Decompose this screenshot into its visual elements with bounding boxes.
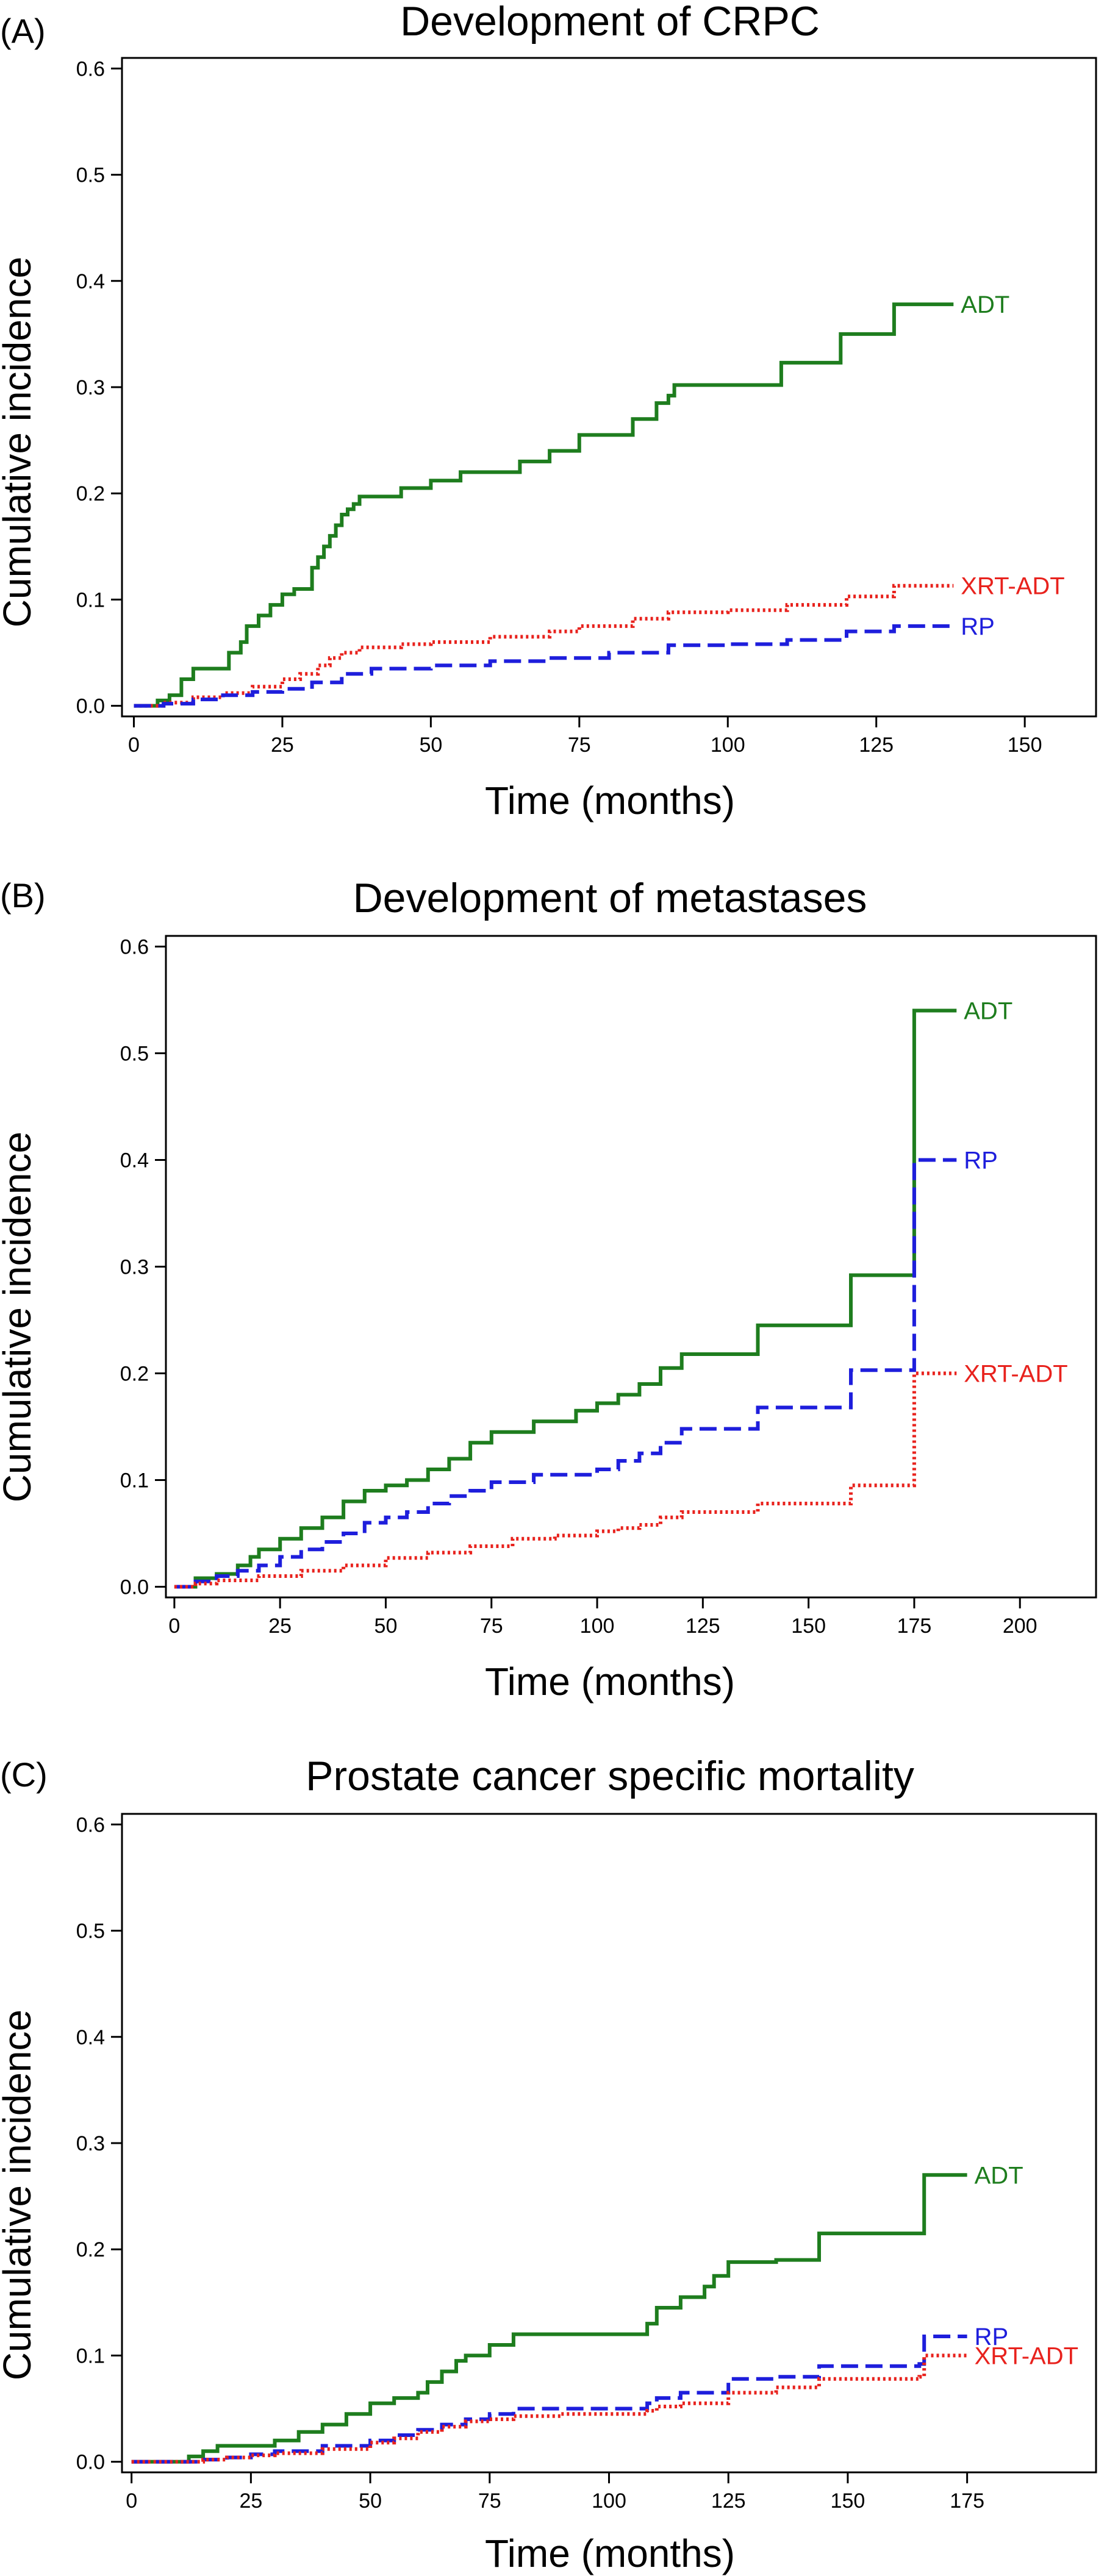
series-label-adt: ADT bbox=[961, 291, 1009, 318]
x-tick-label: 0 bbox=[128, 733, 140, 757]
panel-mortality: (C) Prostate cancer specific mortality T… bbox=[0, 1753, 1097, 2575]
panel-letter: (C) bbox=[0, 1755, 48, 1794]
y-tick-label: 0.2 bbox=[76, 482, 105, 505]
axes: 0 25 50 75 100 125 150 175 0.0 0.1 0.2 0.3 0.4 0.5 0.6 bbox=[76, 1813, 984, 2513]
x-tick-label: 0 bbox=[168, 1614, 180, 1638]
x-tick-label: 25 bbox=[268, 1614, 292, 1638]
y-tick-label: 0.2 bbox=[76, 2238, 105, 2261]
y-tick-label: 0.4 bbox=[76, 270, 105, 293]
series-lines bbox=[131, 2173, 967, 2464]
y-tick-label: 0.0 bbox=[76, 695, 105, 718]
y-tick-label: 0.5 bbox=[76, 1920, 105, 1943]
x-tick-label: 50 bbox=[359, 2489, 382, 2513]
x-tick-label: 75 bbox=[478, 2489, 501, 2513]
panel-letter: (B) bbox=[0, 876, 46, 915]
y-tick-label: 0.1 bbox=[120, 1469, 149, 1493]
series-label-xrt-adt: XRT-ADT bbox=[964, 1361, 1067, 1388]
y-axis-label: Cumulative incidence bbox=[0, 257, 39, 627]
x-tick-label: 150 bbox=[791, 1614, 826, 1638]
y-tick-label: 0.1 bbox=[76, 2344, 105, 2367]
series-lines bbox=[134, 302, 954, 708]
y-tick-label: 0.4 bbox=[120, 1149, 149, 1172]
plot-frame bbox=[121, 57, 1097, 718]
x-tick-label: 150 bbox=[831, 2489, 865, 2513]
panel-letter: (A) bbox=[0, 12, 46, 50]
x-tick-label: 75 bbox=[568, 733, 591, 757]
x-tick-label: 175 bbox=[897, 1614, 932, 1638]
chart-title: Prostate cancer specific mortality bbox=[306, 1753, 914, 1799]
y-tick-label: 0.4 bbox=[76, 2026, 105, 2049]
series-labels: ADT XRT-ADT RP bbox=[961, 291, 1064, 640]
y-tick-label: 0.6 bbox=[120, 936, 149, 959]
x-axis-label: Time (months) bbox=[485, 2531, 735, 2575]
y-tick-label: 0.5 bbox=[76, 164, 105, 187]
series-label-adt: ADT bbox=[975, 2162, 1023, 2189]
y-tick-label: 0.2 bbox=[120, 1363, 149, 1386]
x-tick-label: 50 bbox=[374, 1614, 398, 1638]
x-tick-label: 125 bbox=[711, 2489, 746, 2513]
series-lines bbox=[174, 1008, 957, 1589]
y-tick-label: 0.5 bbox=[120, 1043, 149, 1066]
y-tick-label: 0.6 bbox=[76, 57, 105, 80]
series-line-xrt-adt bbox=[174, 1371, 957, 1589]
series-label-rp: RP bbox=[964, 1147, 998, 1174]
chart-title: Development of metastases bbox=[353, 875, 867, 921]
y-tick-label: 0.0 bbox=[120, 1576, 149, 1599]
plot-frame bbox=[121, 1813, 1097, 2474]
series-labels: ADT RP XRT-ADT bbox=[964, 998, 1067, 1388]
y-tick-label: 0.1 bbox=[76, 588, 105, 612]
x-tick-label: 0 bbox=[126, 2489, 137, 2513]
x-tick-label: 150 bbox=[1008, 733, 1042, 757]
x-tick-label: 200 bbox=[1003, 1614, 1037, 1638]
x-tick-label: 25 bbox=[271, 733, 294, 757]
y-axis-label: Cumulative incidence bbox=[0, 1132, 39, 1502]
x-tick-label: 100 bbox=[592, 2489, 626, 2513]
x-tick-label: 75 bbox=[480, 1614, 503, 1638]
x-tick-label: 100 bbox=[580, 1614, 615, 1638]
series-line-adt bbox=[174, 1008, 957, 1589]
x-tick-label: 50 bbox=[419, 733, 442, 757]
series-label-xrt-adt: XRT-ADT bbox=[975, 2342, 1078, 2369]
x-axis-label: Time (months) bbox=[485, 1660, 735, 1704]
y-tick-label: 0.6 bbox=[76, 1813, 105, 1836]
axes: 0 25 50 75 100 125 150 175 200 0.0 0.1 0.2 0.3 0.4 0.5… bbox=[120, 936, 1037, 1638]
series-label-adt: ADT bbox=[964, 998, 1012, 1025]
series-label-rp: RP bbox=[975, 2324, 1009, 2350]
x-tick-label: 125 bbox=[686, 1614, 720, 1638]
series-label-rp: RP bbox=[961, 613, 995, 640]
y-axis-label: Cumulative incidence bbox=[0, 2010, 39, 2380]
y-tick-label: 0.3 bbox=[76, 376, 105, 399]
y-tick-label: 0.3 bbox=[120, 1256, 149, 1279]
series-line-adt bbox=[134, 302, 954, 708]
plot-frame bbox=[165, 935, 1097, 1599]
series-line-xrt-adt bbox=[134, 583, 954, 708]
panel-crpc: (A) Development of CRPC Time (months) Cu… bbox=[0, 0, 1097, 822]
axes: 0 25 50 75 100 125 150 0.0 0.1 0.2 0.3 0.4 0.5 0.6 bbox=[76, 57, 1042, 757]
x-tick-label: 125 bbox=[859, 733, 894, 757]
series-line-adt bbox=[131, 2173, 967, 2464]
series-line-rp bbox=[134, 624, 954, 708]
x-tick-label: 100 bbox=[711, 733, 745, 757]
y-tick-label: 0.3 bbox=[76, 2132, 105, 2155]
chart-title: Development of CRPC bbox=[400, 0, 820, 45]
series-line-rp bbox=[174, 1158, 957, 1589]
series-line-rp bbox=[131, 2335, 967, 2464]
series-line-xrt-adt bbox=[131, 2353, 967, 2464]
y-tick-label: 0.0 bbox=[76, 2451, 105, 2474]
panel-metastases: (B) Development of metastases Time (mont… bbox=[0, 875, 1097, 1704]
x-tick-label: 175 bbox=[950, 2489, 984, 2513]
x-tick-label: 25 bbox=[239, 2489, 262, 2513]
series-label-xrt-adt: XRT-ADT bbox=[961, 573, 1064, 600]
x-axis-label: Time (months) bbox=[485, 779, 735, 822]
